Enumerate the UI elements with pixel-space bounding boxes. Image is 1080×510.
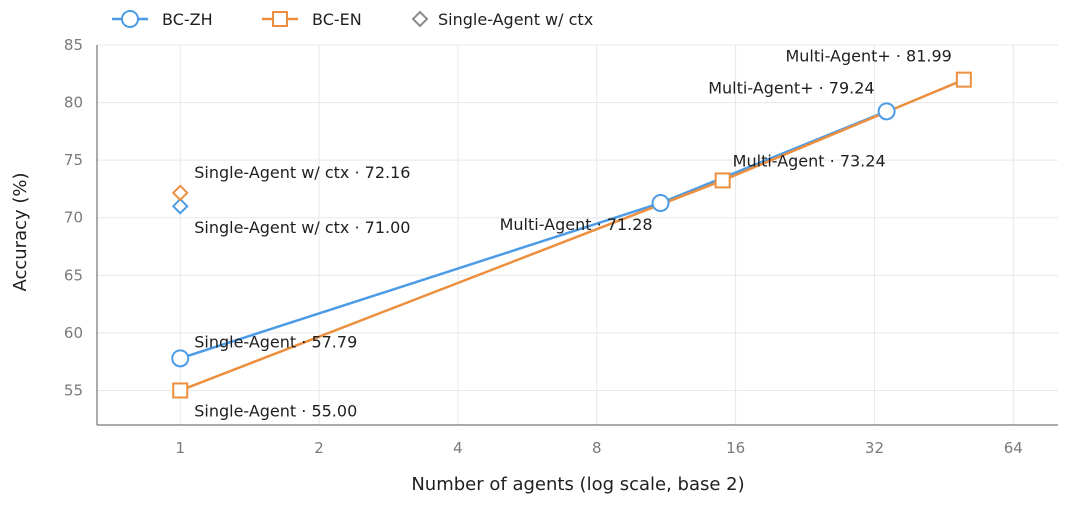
legend-item: BC-ZH: [112, 10, 213, 29]
y-tick-label: 75: [64, 151, 83, 169]
data-point-bc-zh: [877, 102, 896, 121]
legend-label: Single-Agent w/ ctx: [438, 10, 593, 29]
data-point-single-agent-ctx: [171, 184, 189, 202]
data-label: Multi-Agent · 73.24: [733, 151, 886, 170]
data-label: Single-Agent w/ ctx · 72.16: [194, 163, 410, 182]
y-tick-label: 55: [64, 381, 83, 399]
x-tick-label: 2: [314, 439, 324, 457]
y-tick-label: 60: [64, 324, 83, 342]
y-tick-label: 80: [64, 94, 83, 112]
y-tick-label: 85: [64, 36, 83, 54]
legend-marker: [411, 10, 429, 28]
y-tick-label: 70: [64, 209, 83, 227]
x-tick-label: 1: [175, 439, 185, 457]
legend-marker: [272, 11, 288, 27]
x-tick-label: 8: [592, 439, 602, 457]
legend-marker: [121, 10, 139, 28]
data-point-bc-zh: [171, 349, 190, 368]
data-point-single-agent-ctx: [171, 197, 189, 215]
data-label: Single-Agent · 57.79: [194, 332, 357, 351]
data-point-bc-en: [714, 172, 731, 189]
data-label: Multi-Agent · 71.28: [500, 215, 653, 234]
data-label: Multi-Agent+ · 79.24: [708, 78, 874, 97]
x-tick-label: 64: [1004, 439, 1023, 457]
legend-label: BC-EN: [312, 10, 362, 29]
x-tick-label: 16: [726, 439, 745, 457]
data-label: Single-Agent · 55.00: [194, 401, 357, 420]
x-tick-label: 32: [865, 439, 884, 457]
series: [171, 71, 972, 399]
y-tick-label: 65: [64, 266, 83, 284]
legend: BC-ZH BC-EN Single-Agent w/ ctx: [112, 10, 593, 29]
point-labels: Single-Agent · 57.79 Multi-Agent · 71.28 M…: [194, 47, 952, 421]
axes: 1 2 4 8 16 32 64 55 60 65 70 75 80 85: [64, 36, 1058, 457]
data-point-bc-zh: [651, 193, 670, 212]
x-axis-title: Number of agents (log scale, base 2): [411, 474, 744, 495]
data-label: Single-Agent w/ ctx · 71.00: [194, 218, 410, 237]
legend-item: Single-Agent w/ ctx: [411, 10, 593, 29]
legend-item: BC-EN: [262, 10, 362, 29]
legend-label: BC-ZH: [162, 10, 213, 29]
grid-lines: [97, 44, 1058, 425]
data-label: Multi-Agent+ · 81.99: [785, 47, 951, 66]
data-point-bc-en: [172, 382, 189, 399]
y-axis-title: Accuracy (%): [10, 172, 31, 291]
data-point-bc-en: [955, 71, 972, 88]
x-tick-label: 4: [453, 439, 463, 457]
